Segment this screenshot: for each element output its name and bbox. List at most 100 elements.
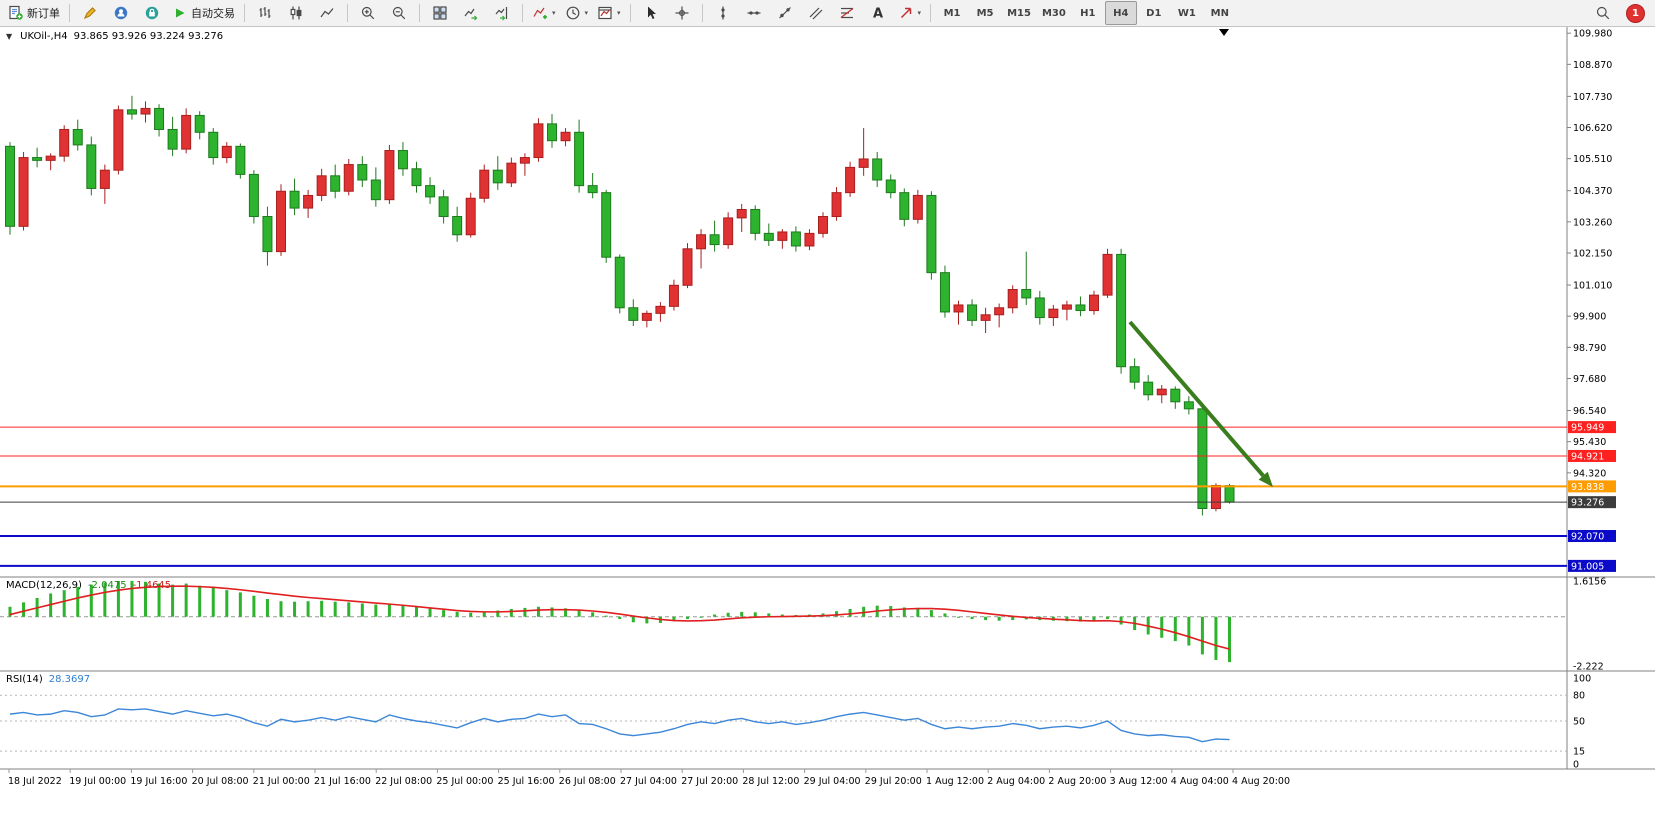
line-chart-icon (319, 5, 335, 21)
tile-windows-button[interactable] (425, 1, 455, 25)
candlestick-chart-button[interactable] (281, 1, 311, 25)
arrows-button[interactable]: ▾ (894, 1, 926, 25)
auto-trading-button[interactable]: 自动交易 (168, 1, 239, 25)
chart-shift-marker[interactable] (1219, 29, 1229, 36)
svg-text:93.838: 93.838 (1571, 482, 1604, 493)
vertical-line-icon (715, 5, 731, 21)
rsi-value: 28.3697 (48, 674, 91, 685)
chevron-down-icon: ▾ (584, 9, 589, 17)
macd-scale-label: -2.222 (1573, 661, 1604, 672)
price-tag-94.921: 94.921 (1568, 449, 1616, 462)
fibonacci-button[interactable] (832, 1, 862, 25)
horizontal-line-button[interactable] (739, 1, 769, 25)
toolbar-separator (629, 4, 631, 22)
tile-windows-icon (432, 5, 448, 21)
chevron-down-icon: ▾ (917, 9, 922, 17)
price-tick-label: 103.260 (1573, 217, 1612, 228)
chart-canvas: 95.949 94.921 93.838 93.276 92.070 91.005 109.… (0, 27, 1655, 787)
zoom-out-button[interactable] (384, 1, 414, 25)
toolbar-separator (522, 4, 523, 22)
trendline-icon (777, 5, 793, 21)
time-label: 27 Jul 04:00 (620, 776, 677, 787)
price-tick-label: 99.900 (1573, 312, 1606, 323)
trendline-button[interactable] (770, 1, 800, 25)
chart-ohlc-values: 93.865 93.926 93.224 93.276 (73, 31, 224, 42)
indicators-icon (532, 5, 548, 21)
svg-text:95.949: 95.949 (1571, 423, 1604, 434)
time-label: 1 Aug 12:00 (926, 776, 984, 787)
time-label: 25 Jul 00:00 (436, 776, 493, 787)
cursor-button[interactable] (636, 1, 666, 25)
macd-signal-line (9, 585, 1230, 650)
price-tag-95.949: 95.949 (1568, 421, 1616, 434)
chevron-down-icon: ▾ (552, 9, 556, 17)
macd-name: MACD(12,26,9) (6, 580, 82, 591)
new-order-button[interactable]: 新订单 (4, 1, 64, 25)
time-label: 27 Jul 20:00 (681, 776, 738, 787)
timeframe-w1-button[interactable]: W1 (1177, 7, 1196, 19)
horizontal-line-icon (746, 5, 762, 21)
zoom-out-icon (391, 5, 407, 21)
time-label: 2 Aug 20:00 (1048, 776, 1106, 787)
price-tag-92.070: 92.070 (1568, 530, 1616, 543)
price-tick-label: 109.980 (1573, 29, 1612, 40)
rsi-name: RSI(14) (6, 674, 43, 685)
price-tick-label: 108.870 (1573, 60, 1612, 71)
timeframe-d1-button[interactable]: D1 (1146, 7, 1162, 19)
time-label: 2 Aug 04:00 (987, 776, 1045, 787)
crosshair-button[interactable] (667, 1, 697, 25)
indicators-button[interactable]: ▾ (528, 1, 560, 25)
price-tick-label: 98.790 (1573, 343, 1606, 354)
one-click-trading-toggle-icon[interactable]: ▼ (6, 32, 13, 41)
price-tick-label: 101.010 (1573, 281, 1612, 292)
rsi-scale-label: 15 (1573, 747, 1585, 758)
text-button[interactable]: A (863, 1, 893, 25)
notification-badge[interactable]: 1 (1626, 3, 1645, 23)
price-tick-label: 102.150 (1573, 249, 1612, 260)
timeframe-m30-button[interactable]: M30 (1041, 7, 1066, 19)
svg-text:94.921: 94.921 (1571, 451, 1604, 462)
templates-icon (597, 5, 613, 21)
timeframe-h4-button[interactable]: H4 (1104, 1, 1137, 25)
toolbar-separator (347, 4, 348, 22)
trend-arrow-annotation[interactable] (1128, 320, 1273, 487)
timeframe-m5-button[interactable]: M5 (976, 7, 994, 19)
macd-signal-value: -1.4645 (132, 580, 172, 591)
zoom-in-button[interactable] (353, 1, 383, 25)
price-tick-label: 106.620 (1573, 123, 1612, 134)
channel-button[interactable] (801, 1, 831, 25)
community-button[interactable] (106, 1, 136, 25)
time-label: 26 Jul 08:00 (559, 776, 616, 787)
timeframe-m15-button[interactable]: M15 (1007, 7, 1031, 19)
svg-text:91.005: 91.005 (1571, 561, 1604, 572)
periods-button[interactable]: ▾ (561, 1, 593, 25)
metaeditor-icon (82, 5, 98, 21)
price-tick-label: 104.370 (1573, 186, 1612, 197)
channel-icon (808, 5, 824, 21)
vertical-line-button[interactable] (708, 1, 738, 25)
line-chart-button[interactable] (312, 1, 342, 25)
timeframe-h1-button[interactable]: H1 (1080, 7, 1096, 19)
chart-symbol-period: UKOil-,H4 (20, 31, 68, 42)
candles-layer (5, 95, 1235, 516)
rsi-scale-label: 0 (1573, 760, 1579, 771)
auto-scroll-button[interactable] (456, 1, 486, 25)
rsi-scale-label: 50 (1573, 717, 1585, 728)
macd-main-value: -2.0475 (87, 580, 127, 591)
templates-button[interactable]: ▾ (593, 1, 625, 25)
text-icon: A (870, 5, 886, 22)
metaeditor-button[interactable] (75, 1, 105, 25)
timeframe-mn-button[interactable]: MN (1210, 7, 1229, 19)
bar-chart-button[interactable] (250, 1, 280, 25)
timeframe-m1-button[interactable]: M1 (943, 7, 961, 19)
search-button[interactable] (1588, 1, 1618, 25)
time-label: 3 Aug 12:00 (1110, 776, 1168, 787)
market-button[interactable] (137, 1, 167, 25)
chart-shift-button[interactable] (487, 1, 517, 25)
new-order-label: 新订单 (27, 7, 60, 20)
toolbar-separator (930, 4, 932, 22)
toolbar-separator (419, 4, 420, 22)
market-icon (144, 5, 160, 21)
macd-scale-label: 1.6156 (1573, 576, 1606, 587)
